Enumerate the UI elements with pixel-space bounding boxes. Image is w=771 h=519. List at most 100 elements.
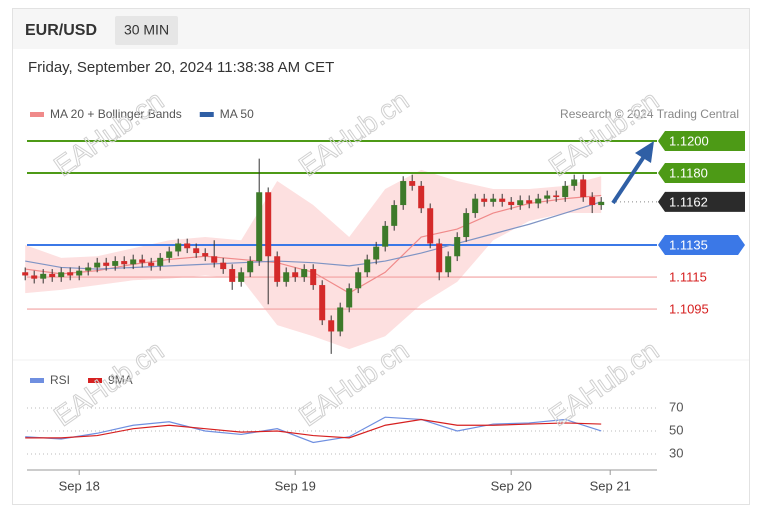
candle-body [94, 262, 101, 268]
candle-body [526, 200, 533, 204]
candle-body [355, 272, 362, 289]
moving-average [25, 201, 602, 270]
candle-body [265, 192, 272, 257]
candle-body [58, 272, 65, 278]
candle-body [31, 275, 38, 279]
legend-label: MA 20 + Bollinger Bands [50, 107, 182, 121]
candle-body [157, 257, 164, 266]
candle-body [598, 201, 605, 206]
candle-body [445, 256, 452, 273]
candle-body [391, 205, 398, 226]
candle-body [166, 251, 173, 258]
candle-body [310, 269, 317, 286]
level-tag [658, 163, 745, 184]
subtitle: Friday, September 20, 2024 11:38:38 AM C… [28, 59, 334, 76]
legend-swatch [30, 112, 44, 117]
y-tick-label: 50 [669, 422, 683, 437]
candle-body [148, 262, 155, 266]
bollinger-band [25, 169, 602, 350]
forecast-arrow [611, 153, 647, 205]
level-label: 1.1180 [669, 165, 708, 180]
x-tick-label: Sep 21 [590, 478, 631, 493]
candle-body [292, 272, 299, 278]
candle-body [22, 272, 29, 276]
credit: Research © 2024 Trading Central [560, 107, 739, 121]
candle-body [454, 237, 461, 257]
candle-body [85, 267, 92, 271]
level-tag [658, 235, 745, 256]
symbol: EUR/USD [25, 22, 97, 39]
candle-body [490, 198, 497, 202]
candle-body [130, 259, 137, 265]
forecast-arrowhead [635, 141, 654, 163]
candle-body [481, 198, 488, 202]
level-tag [658, 131, 745, 152]
candle-body [589, 197, 596, 206]
candle-body [571, 179, 578, 186]
candle-body [175, 243, 182, 252]
candle-body [301, 269, 308, 278]
candle-body [202, 253, 209, 257]
candle-body [247, 261, 254, 273]
candle-body [373, 246, 380, 260]
legend-label: MA 50 [220, 107, 254, 121]
candle-body [337, 307, 344, 332]
level-label: 1.1135 [669, 237, 708, 252]
timeframe-box [115, 16, 178, 45]
rsi-line [25, 418, 602, 439]
candle-body [400, 181, 407, 206]
legend-swatch [88, 378, 103, 383]
legend-label: 9MA [108, 373, 133, 387]
candle-body [499, 198, 506, 202]
candle-body [409, 181, 416, 186]
timeframe: 30 MIN [124, 22, 169, 38]
candle-body [382, 225, 389, 247]
candle-body [193, 248, 200, 254]
x-tick-label: Sep 20 [491, 478, 532, 493]
candle-body [328, 320, 335, 332]
candle-body [346, 288, 353, 308]
candle-body [472, 198, 479, 214]
candle-body [418, 185, 425, 209]
level-label: 1.1162 [669, 194, 708, 209]
candle-body [121, 261, 128, 265]
y-tick-label: 30 [669, 445, 683, 460]
legend-label: RSI [50, 373, 70, 387]
y-tick-label: 70 [669, 399, 683, 414]
candle-body [112, 261, 119, 266]
candle-body [364, 259, 371, 273]
candle-body [544, 195, 551, 199]
candle-body [139, 259, 146, 263]
candle-body [436, 243, 443, 273]
x-tick-label: Sep 18 [59, 478, 100, 493]
candle-body [229, 269, 236, 282]
candle-body [463, 213, 470, 238]
candle-body [580, 179, 587, 198]
legend-swatch [199, 112, 214, 117]
candle-body [256, 192, 263, 262]
candle-body [103, 262, 110, 266]
candle-body [553, 195, 560, 198]
legend-swatch [30, 378, 44, 383]
candle-body [508, 201, 515, 206]
candle-body [274, 256, 281, 282]
candle-body [517, 200, 524, 206]
candle-body [67, 272, 74, 276]
candle-body [535, 198, 542, 204]
candle-body [40, 273, 47, 279]
candle-body [319, 285, 326, 321]
candle-body [238, 272, 245, 282]
level-tag [658, 191, 745, 212]
candle-body [184, 243, 191, 249]
level-label: 1.1200 [669, 133, 709, 148]
level-label: 1.1095 [669, 302, 709, 317]
rsi-line [25, 416, 602, 444]
level-label: 1.1115 [669, 270, 707, 285]
candle-body [49, 273, 56, 278]
x-tick-label: Sep 19 [275, 478, 316, 493]
candle-body [220, 262, 227, 270]
candle-body [76, 270, 83, 276]
candle-body [283, 272, 290, 282]
candle-body [211, 256, 218, 263]
